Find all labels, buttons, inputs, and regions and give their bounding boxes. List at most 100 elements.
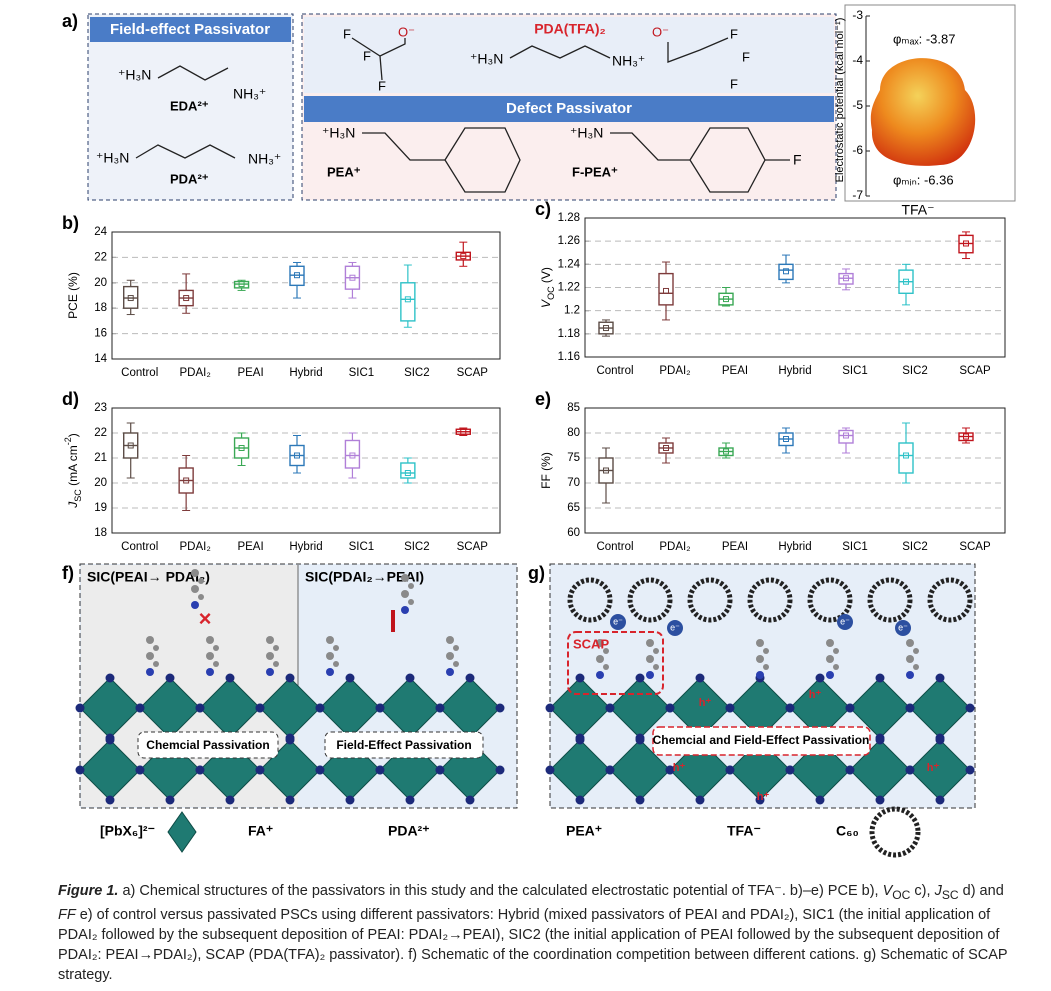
mean <box>127 295 134 302</box>
atom <box>273 645 279 651</box>
atom <box>285 795 295 805</box>
atom <box>815 795 825 805</box>
tick-label: -3 <box>852 8 863 22</box>
name: PEA⁺ <box>327 164 361 179</box>
atom <box>401 606 409 614</box>
x-tick-label: SIC2 <box>902 541 928 553</box>
atom <box>785 703 795 713</box>
x-tick-label: SIC1 <box>842 541 868 553</box>
legend-label: FA⁺ <box>248 823 273 839</box>
callout <box>652 726 871 756</box>
title: SIC(PEAI→ PDAI₂) <box>87 569 210 585</box>
atom <box>495 703 505 713</box>
y-tick-label: 60 <box>567 527 580 539</box>
x-tick-label: SIC1 <box>349 541 375 553</box>
name: F-PEA⁺ <box>572 164 618 179</box>
atom <box>146 652 154 660</box>
hole-label: h⁺ <box>927 762 940 774</box>
atom <box>405 673 415 683</box>
panel-label: c) <box>535 199 551 219</box>
tick-label: -4 <box>852 53 863 67</box>
atom <box>763 648 769 654</box>
y-tick-label: 19 <box>94 502 107 514</box>
y-tick-label: 20 <box>94 477 107 489</box>
highlight-text: SCAP <box>573 636 609 651</box>
hole-label: h⁺ <box>757 791 770 803</box>
panel-label: g) <box>528 563 545 583</box>
atom <box>333 645 339 651</box>
y-tick-label: 16 <box>94 328 107 340</box>
atom <box>153 645 159 651</box>
panel-label: e) <box>535 389 551 409</box>
fullerene <box>687 577 733 623</box>
atom <box>191 601 199 609</box>
atom <box>596 655 604 663</box>
x-tick-label: PEAI <box>237 367 263 379</box>
atom <box>653 664 659 670</box>
legend-label: PDA²⁺ <box>388 823 430 839</box>
label-part: FF (%) <box>539 452 553 489</box>
electron <box>667 620 683 636</box>
atom <box>575 673 585 683</box>
atom <box>195 703 205 713</box>
mean <box>127 442 134 449</box>
atom <box>315 703 325 713</box>
esp-surface <box>870 58 976 166</box>
atom <box>206 636 214 644</box>
atom <box>905 703 915 713</box>
y-tick-label: 18 <box>94 527 107 539</box>
electron <box>837 614 853 630</box>
y-tick-label: 1.18 <box>558 328 580 340</box>
mean <box>843 432 849 439</box>
atom: F <box>363 48 371 63</box>
plot-frame <box>584 217 1006 358</box>
atom <box>635 735 645 745</box>
electron <box>610 614 626 630</box>
atom <box>635 795 645 805</box>
plot-frame <box>111 231 501 360</box>
atom <box>408 599 414 605</box>
atom <box>105 735 115 745</box>
electron-label: e⁻ <box>898 622 908 632</box>
x-tick-label: SCAP <box>457 367 489 379</box>
caption-text: SC <box>941 887 959 902</box>
bond <box>157 65 229 81</box>
x-tick-label: Hybrid <box>778 365 811 377</box>
hole-label: h⁺ <box>809 689 822 701</box>
label-part: (mA cm <box>66 445 80 489</box>
atom <box>495 765 505 775</box>
atom <box>605 703 615 713</box>
atom <box>875 673 885 683</box>
atom <box>906 671 914 679</box>
label-part: J <box>66 501 80 509</box>
atom <box>206 652 214 660</box>
atom <box>756 639 764 647</box>
fullerene <box>867 577 913 623</box>
x-tick-label: Hybrid <box>289 367 322 379</box>
name: PDA²⁺ <box>170 171 209 186</box>
esp-name: TFA⁻ <box>901 202 934 218</box>
mean <box>843 275 849 282</box>
charts: b) 14 16 18 20 22 24 PCE (%) Control PDAI₂ PEAI Hyb… <box>62 199 1006 553</box>
fullerene <box>567 577 613 623</box>
electron-label: e⁻ <box>670 622 680 632</box>
hole-label: h⁺ <box>673 762 686 774</box>
caption-text: OC <box>892 887 911 902</box>
atom <box>446 652 454 660</box>
atom: F <box>343 26 351 41</box>
atom <box>646 671 654 679</box>
name: EDA²⁺ <box>170 98 209 113</box>
fullerene <box>627 577 673 623</box>
panel-label: f) <box>62 563 74 583</box>
atom <box>435 765 445 775</box>
mean <box>603 467 609 474</box>
mean <box>183 477 190 484</box>
atom <box>153 661 159 667</box>
x-tick-label: Control <box>121 541 158 553</box>
atom <box>191 569 199 577</box>
header-bar <box>90 17 291 42</box>
atom <box>273 661 279 667</box>
tick-label: -5 <box>852 98 863 112</box>
label-part: PCE (%) <box>66 272 80 319</box>
atom <box>198 594 204 600</box>
